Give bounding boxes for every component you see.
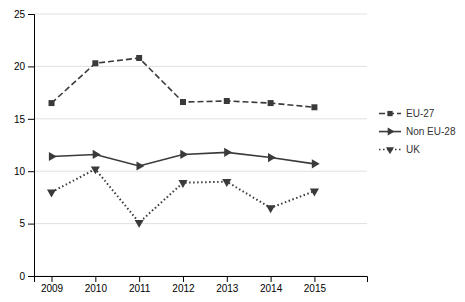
- point: [137, 161, 145, 170]
- tick: 2010: [85, 276, 108, 294]
- grid-line: [34, 118, 367, 119]
- legend-label: Non EU-28: [406, 126, 456, 137]
- tick-mark: [183, 276, 184, 282]
- plot: 2009 2010 2011 2012 2013 2014 2015 0 5 10 15 20 25: [14, 9, 368, 294]
- point: [268, 153, 276, 162]
- tick: 2013: [216, 276, 239, 294]
- tick: 15: [14, 114, 34, 125]
- tick: 0: [19, 271, 34, 282]
- axis-line: [35, 277, 368, 283]
- tick: 2014: [260, 276, 283, 294]
- tick: 2015: [304, 276, 327, 294]
- legend-marker: [388, 128, 395, 136]
- tick-label: 25: [14, 9, 26, 20]
- point: [312, 159, 320, 168]
- tick-mark: [314, 276, 315, 282]
- tick: 10: [14, 166, 34, 177]
- tick-mark: [28, 171, 34, 172]
- tick-label: 20: [14, 61, 26, 72]
- tick-label: 2010: [85, 283, 108, 294]
- tick-label: 5: [19, 218, 25, 229]
- point: [49, 152, 57, 161]
- grid-line: [34, 14, 367, 15]
- tick-mark: [28, 276, 34, 277]
- tick-mark: [227, 276, 228, 282]
- series-line: [52, 169, 315, 222]
- legend-item: EU-27: [379, 108, 435, 119]
- point: [222, 179, 231, 187]
- legend-label: UK: [406, 144, 420, 155]
- legend-label: EU-27: [406, 108, 435, 119]
- tick-mark: [28, 224, 34, 225]
- marks: [47, 55, 320, 228]
- tick: 2012: [172, 276, 195, 294]
- point: [93, 150, 101, 159]
- point: [224, 148, 232, 157]
- legend-item: UK: [379, 144, 420, 155]
- tick-mark: [28, 14, 34, 15]
- tick: 5: [19, 218, 34, 229]
- point: [49, 100, 55, 106]
- point: [180, 99, 186, 105]
- grid: [34, 14, 367, 276]
- x-axis: 2009 2010 2011 2012 2013 2014 2015: [35, 276, 368, 294]
- legend-item: Non EU-28: [379, 126, 456, 137]
- tick-label: 2015: [304, 283, 327, 294]
- legend-marker: [387, 111, 392, 116]
- tick-mark: [52, 276, 53, 282]
- grid-line: [34, 66, 367, 67]
- chart: 2009 2010 2011 2012 2013 2014 2015 0 5 10 15 20 25 EU…: [0, 0, 465, 302]
- tick: 2011: [129, 276, 151, 294]
- point: [136, 55, 142, 61]
- tick: 20: [14, 61, 34, 72]
- tick-label: 15: [14, 114, 26, 125]
- series-line: [52, 58, 315, 107]
- point: [91, 166, 100, 174]
- axis-line: [28, 15, 35, 277]
- tick-label: 10: [14, 166, 26, 177]
- legend-marker: [386, 147, 394, 154]
- tick-mark: [139, 276, 140, 282]
- tick: 2009: [41, 276, 64, 294]
- point: [47, 190, 56, 198]
- point: [180, 150, 188, 159]
- point: [178, 180, 187, 188]
- tick-label: 2011: [129, 283, 151, 294]
- legend: EU-27 Non EU-28 UK: [379, 108, 456, 155]
- point: [92, 60, 98, 66]
- tick-label: 2014: [260, 283, 283, 294]
- tick-mark: [271, 276, 272, 282]
- tick-mark: [28, 66, 34, 67]
- y-axis: 0 5 10 15 20 25: [14, 9, 35, 282]
- tick-label: 2013: [216, 283, 239, 294]
- grid-line: [34, 223, 367, 224]
- point: [135, 220, 144, 228]
- tick-mark: [95, 276, 96, 282]
- point: [310, 188, 319, 196]
- tick: 25: [14, 9, 34, 20]
- tick-label: 2012: [172, 283, 195, 294]
- tick-mark: [28, 119, 34, 120]
- tick-label: 0: [19, 271, 25, 282]
- point: [311, 104, 317, 110]
- point: [224, 98, 230, 104]
- point: [266, 205, 275, 213]
- tick-label: 2009: [41, 283, 64, 294]
- point: [268, 100, 274, 106]
- grid-line: [34, 171, 367, 172]
